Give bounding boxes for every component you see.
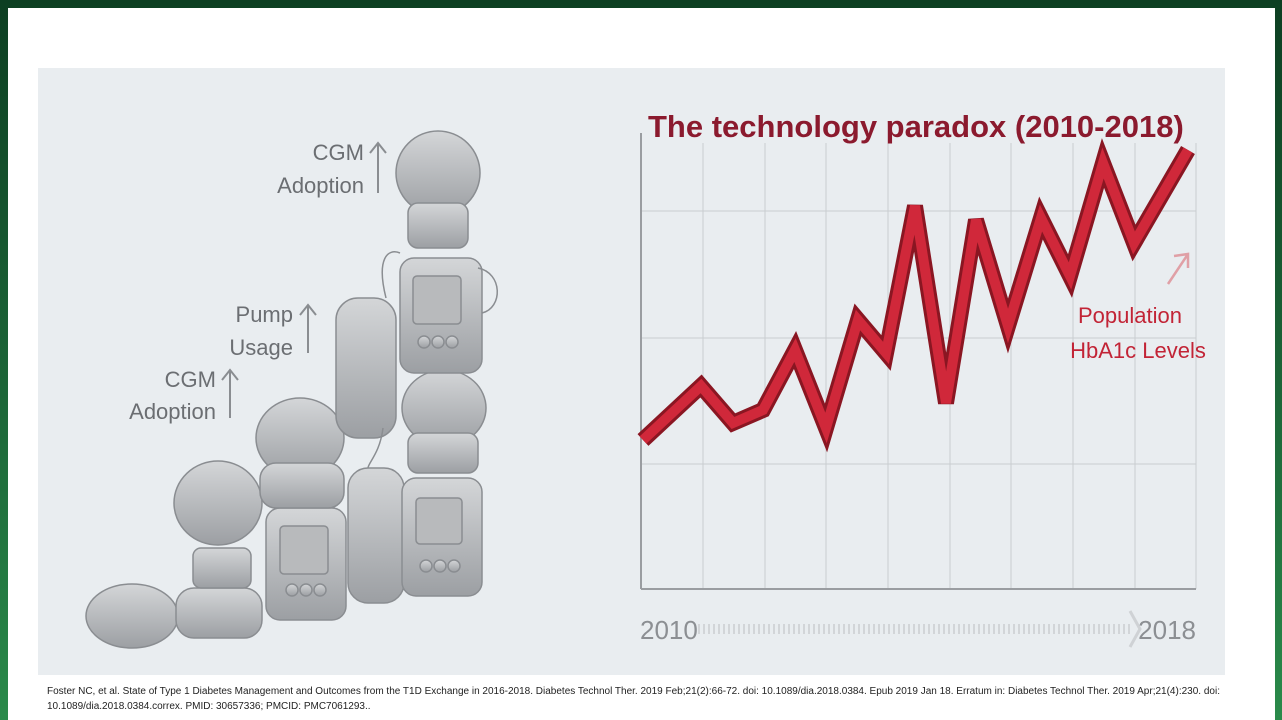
label-line: CGM <box>313 140 364 165</box>
label-line: Adoption <box>277 173 364 198</box>
series-label: HbA1c Levels <box>1070 338 1206 363</box>
label-line: CGM <box>165 367 216 392</box>
citation: Foster NC, et al. State of Type 1 Diabet… <box>47 686 1220 712</box>
device-illustration <box>85 130 498 649</box>
chart-illustration: The technology paradox (2010-2018) Popul… <box>637 109 1206 648</box>
label-line: Usage <box>229 335 293 360</box>
label-line: Pump <box>236 302 293 327</box>
slide-image: CGM Adoption Pump Usage CGM Adoption The… <box>38 68 1225 675</box>
label-line: Adoption <box>129 399 216 424</box>
x-start-label: 2010 <box>640 615 698 645</box>
series-label: Population <box>1078 303 1182 328</box>
slide: CGM Adoption Pump Usage CGM Adoption The… <box>8 8 1275 720</box>
chart-title: The technology paradox (2010-2018) <box>648 109 1184 144</box>
x-end-label: 2018 <box>1138 615 1196 645</box>
